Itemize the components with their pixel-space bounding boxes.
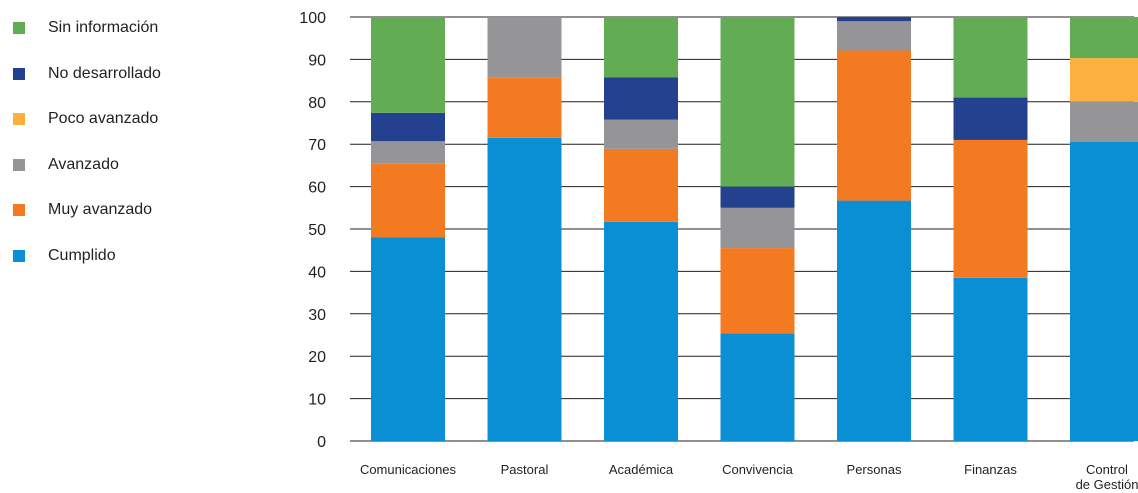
x-tick-label-comunicaciones: Comunicaciones xyxy=(360,462,457,477)
bar-personas-cumplido xyxy=(837,200,911,441)
bar-finanzas-no-desarrollado xyxy=(953,97,1028,140)
y-tick-label-40: 40 xyxy=(308,264,326,281)
chart-legend: Sin información No desarrollado Poco avanz… xyxy=(0,0,260,300)
bar-comunicaciones-avanzado xyxy=(371,141,445,164)
legend-swatch-poco-avanzado xyxy=(13,113,25,125)
x-tick-label-control-de-gestion: Control de Gestión xyxy=(1076,462,1138,492)
bar-pastoral-muy-avanzado xyxy=(487,77,562,138)
bars xyxy=(371,17,1138,441)
bar-control-de-gestion-poco-avanzado xyxy=(1070,58,1138,102)
bar-personas-avanzado xyxy=(837,21,911,51)
bar-personas-no-desarrollado xyxy=(837,17,911,22)
x-tick-label-pastoral: Pastoral xyxy=(501,462,549,477)
x-tick-label-personas: Personas xyxy=(847,462,902,477)
legend-swatch-no-desarrollado xyxy=(13,67,25,80)
bar-pastoral-cumplido xyxy=(487,137,562,441)
y-tick-label-90: 90 xyxy=(308,52,326,69)
x-tick-label-finanzas: Finanzas xyxy=(964,462,1017,477)
legend-item-sin-informacion: Sin información xyxy=(13,17,158,39)
y-tick-label-30: 30 xyxy=(308,307,326,324)
bar-convivencia-sin-informacion xyxy=(720,17,795,187)
bar-finanzas-cumplido xyxy=(953,277,1028,441)
bar-comunicaciones-no-desarrollado xyxy=(371,112,445,142)
legend-label-muy-avanzado: Muy avanzado xyxy=(48,201,153,218)
bar-control-de-gestion-avanzado xyxy=(1070,101,1138,142)
legend-swatch-sin-informacion xyxy=(13,22,25,34)
y-tick-label-80: 80 xyxy=(308,95,326,112)
bar-convivencia-no-desarrollado xyxy=(720,186,795,208)
bar-academica-avanzado xyxy=(604,119,678,149)
y-tick-label-20: 20 xyxy=(308,349,326,366)
bar-personas-muy-avanzado xyxy=(837,50,911,201)
bar-convivencia-cumplido xyxy=(720,333,795,441)
legend-item-avanzado: Avanzado xyxy=(13,154,119,176)
bar-control-de-gestion-cumplido xyxy=(1070,141,1138,441)
y-tick-label-70: 70 xyxy=(308,137,326,154)
legend-label-poco-avanzado: Poco avanzado xyxy=(48,110,159,127)
y-tick-label-100: 100 xyxy=(299,10,326,27)
bar-academica-no-desarrollado xyxy=(604,77,678,120)
legend-swatch-muy-avanzado xyxy=(13,204,25,216)
legend-item-cumplido: Cumplido xyxy=(13,245,116,267)
y-tick-label-0: 0 xyxy=(317,434,326,451)
legend-item-muy-avanzado: Muy avanzado xyxy=(13,199,152,221)
y-tick-labels: 0 10 20 30 40 50 60 70 80 90 100 xyxy=(299,10,326,451)
bar-finanzas-sin-informacion xyxy=(953,17,1028,98)
bar-pastoral-avanzado xyxy=(487,17,562,78)
x-tick-labels: Comunicaciones Pastoral Académica Convivenc… xyxy=(360,462,1138,492)
legend-label-cumplido: Cumplido xyxy=(48,246,116,264)
x-tick-label-academica: Académica xyxy=(609,462,674,477)
legend-swatch-avanzado xyxy=(13,158,25,171)
bar-finanzas-muy-avanzado xyxy=(953,139,1028,278)
bar-control-de-gestion-sin-informacion xyxy=(1070,17,1138,59)
legend-item-no-desarrollado: No desarrollado xyxy=(13,63,161,85)
legend-item-poco-avanzado: Poco avanzado xyxy=(13,108,158,130)
legend-swatch-cumplido xyxy=(13,249,25,262)
legend-label-no-desarrollado: No desarrollado xyxy=(48,64,161,82)
bar-academica-cumplido xyxy=(604,221,678,441)
bar-academica-muy-avanzado xyxy=(604,148,678,222)
legend-label-sin-informacion: Sin información xyxy=(48,19,159,36)
bar-comunicaciones-sin-informacion xyxy=(371,17,445,113)
bar-comunicaciones-muy-avanzado xyxy=(371,163,445,238)
bar-academica-sin-informacion xyxy=(604,17,678,78)
bar-convivencia-muy-avanzado xyxy=(720,248,795,334)
y-tick-label-60: 60 xyxy=(308,180,326,197)
y-tick-label-10: 10 xyxy=(308,392,326,409)
y-tick-label-50: 50 xyxy=(308,222,326,239)
bar-comunicaciones-cumplido xyxy=(371,237,445,441)
legend-label-avanzado: Avanzado xyxy=(48,155,119,173)
x-tick-label-convivencia: Convivencia xyxy=(722,462,794,477)
bar-convivencia-avanzado xyxy=(720,207,795,249)
